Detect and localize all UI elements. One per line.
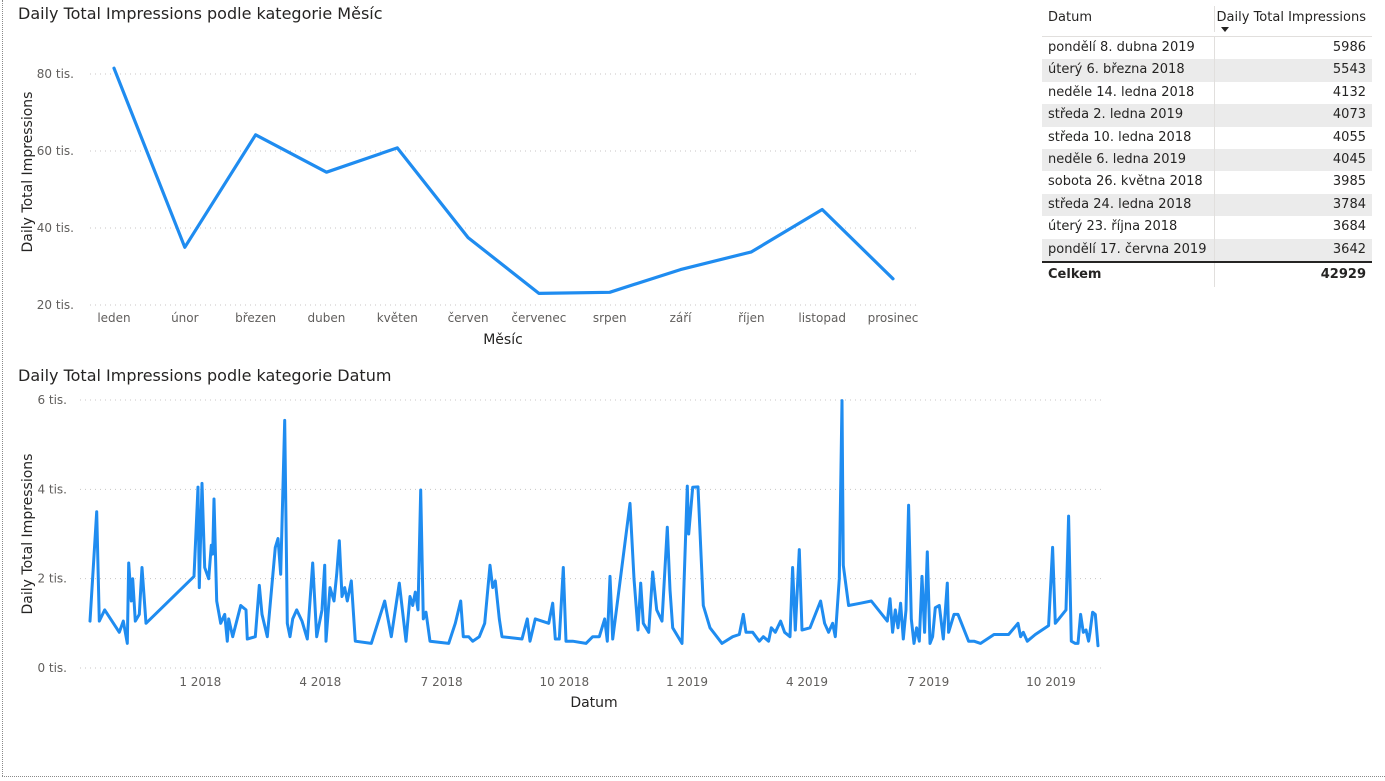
y-tick-label: 0 tis. bbox=[37, 661, 67, 675]
table-body: pondělí 8. dubna 2019 5986 úterý 6. března… bbox=[1042, 37, 1372, 261]
cell-value: 4132 bbox=[1332, 84, 1366, 100]
total-label: Celkem bbox=[1048, 266, 1102, 282]
cell-date: úterý 23. října 2018 bbox=[1048, 219, 1178, 235]
chart-month[interactable]: 80 tis. 60 tis. 40 tis. 20 tis. leden únor bř… bbox=[0, 0, 940, 360]
report-frame-left bbox=[2, 0, 3, 776]
y-tick-label: 20 tis. bbox=[37, 298, 74, 312]
x-tick-label: 1 2018 bbox=[179, 675, 221, 689]
cell-value: 4073 bbox=[1332, 107, 1366, 123]
table-total-row: Celkem 42929 bbox=[1042, 260, 1372, 287]
x-tick-label: květen bbox=[377, 311, 418, 325]
column-separator bbox=[1214, 216, 1215, 239]
table-row[interactable]: středa 10. ledna 2018 4055 bbox=[1042, 126, 1372, 149]
x-tick-label: prosinec bbox=[868, 311, 919, 325]
table-row[interactable]: úterý 23. října 2018 3684 bbox=[1042, 216, 1372, 239]
cell-date: sobota 26. května 2018 bbox=[1048, 174, 1203, 190]
x-tick-label: červenec bbox=[511, 311, 566, 325]
column-header-impressions[interactable]: Daily Total Impressions bbox=[1216, 10, 1366, 25]
column-separator bbox=[1214, 262, 1215, 287]
x-axis-title-mesic: Měsíc bbox=[483, 332, 523, 348]
x-tick-label: 4 2019 bbox=[786, 675, 828, 689]
cell-value: 4045 bbox=[1332, 151, 1366, 167]
series-line-monthly[interactable] bbox=[112, 66, 895, 295]
chart-date[interactable]: 6 tis. 4 tis. 2 tis. 0 tis. 1 2018 4 2018 7 2… bbox=[0, 380, 1120, 720]
cell-value: 3642 bbox=[1332, 241, 1366, 257]
x-tick-label: 10 2018 bbox=[540, 675, 590, 689]
cell-date: pondělí 8. dubna 2019 bbox=[1048, 40, 1195, 55]
x-tick-label: listopad bbox=[798, 311, 846, 325]
table-row[interactable]: pondělí 8. dubna 2019 5986 bbox=[1042, 37, 1372, 60]
table-row[interactable]: neděle 14. ledna 2018 4132 bbox=[1042, 81, 1372, 105]
cell-value: 4055 bbox=[1332, 129, 1366, 145]
table-row[interactable]: pondělí 17. června 2019 3642 bbox=[1042, 238, 1372, 261]
sort-descending-icon bbox=[1221, 27, 1229, 32]
y-tick-label: 80 tis. bbox=[37, 67, 74, 81]
chart-date-title: Daily Total Impressions podle kategorie … bbox=[18, 366, 392, 385]
x-tick-label: říjen bbox=[738, 311, 765, 325]
x-tick-label: 4 2018 bbox=[299, 675, 341, 689]
total-value: 42929 bbox=[1320, 266, 1366, 282]
cell-value: 5543 bbox=[1332, 62, 1366, 78]
column-separator bbox=[1214, 171, 1215, 194]
column-separator bbox=[1214, 193, 1215, 217]
y-tick-label: 40 tis. bbox=[37, 221, 74, 235]
cell-date: středa 2. ledna 2019 bbox=[1048, 107, 1184, 123]
cell-value: 3985 bbox=[1332, 174, 1366, 190]
column-separator bbox=[1214, 37, 1215, 60]
cell-value: 5986 bbox=[1332, 40, 1366, 55]
cell-date: středa 24. ledna 2018 bbox=[1048, 196, 1192, 212]
table-row[interactable]: neděle 6. ledna 2019 4045 bbox=[1042, 148, 1372, 172]
table-row[interactable]: středa 24. ledna 2018 3784 bbox=[1042, 193, 1372, 217]
x-axis-title-datum: Datum bbox=[570, 695, 617, 711]
y-tick-label: 60 tis. bbox=[37, 144, 74, 158]
cell-date: úterý 6. března 2018 bbox=[1048, 62, 1185, 78]
column-separator bbox=[1214, 126, 1215, 149]
report-frame-bottom bbox=[2, 776, 1385, 777]
series-line-daily[interactable] bbox=[88, 399, 1100, 648]
column-separator bbox=[1214, 6, 1215, 32]
x-tick-label: 1 2019 bbox=[666, 675, 708, 689]
x-tick-label: červen bbox=[448, 311, 489, 325]
y-tick-label: 4 tis. bbox=[37, 482, 67, 496]
y-axis-title-monthly: Daily Total Impressions bbox=[20, 92, 36, 253]
column-separator bbox=[1214, 104, 1215, 127]
column-separator bbox=[1214, 81, 1215, 105]
table-header: Datum Daily Total Impressions bbox=[1042, 4, 1372, 37]
x-tick-label: březen bbox=[235, 311, 276, 325]
cell-date: pondělí 17. června 2019 bbox=[1048, 241, 1207, 257]
cell-value: 3784 bbox=[1332, 196, 1366, 212]
column-header-datum[interactable]: Datum bbox=[1048, 10, 1092, 25]
x-tick-label: 10 2019 bbox=[1026, 675, 1076, 689]
x-tick-label: srpen bbox=[593, 311, 627, 325]
x-tick-label: únor bbox=[171, 311, 199, 325]
cell-value: 3684 bbox=[1332, 219, 1366, 235]
table-row[interactable]: sobota 26. května 2018 3985 bbox=[1042, 171, 1372, 194]
top-dates-table[interactable]: Datum Daily Total Impressions pondělí 8.… bbox=[1042, 4, 1372, 287]
x-tick-label: září bbox=[670, 311, 693, 325]
x-tick-label: 7 2019 bbox=[907, 675, 949, 689]
y-tick-label: 6 tis. bbox=[37, 393, 67, 407]
y-axis-title-daily: Daily Total Impressions bbox=[20, 454, 36, 615]
x-tick-label: duben bbox=[308, 311, 346, 325]
table-row[interactable]: středa 2. ledna 2019 4073 bbox=[1042, 104, 1372, 127]
column-separator bbox=[1214, 148, 1215, 172]
column-separator bbox=[1214, 238, 1215, 261]
y-tick-label: 2 tis. bbox=[37, 572, 67, 586]
cell-date: středa 10. ledna 2018 bbox=[1048, 129, 1192, 145]
cell-date: neděle 6. ledna 2019 bbox=[1048, 151, 1187, 167]
column-separator bbox=[1214, 59, 1215, 82]
x-tick-label: 7 2018 bbox=[421, 675, 463, 689]
table-row[interactable]: úterý 6. března 2018 5543 bbox=[1042, 59, 1372, 82]
cell-date: neděle 14. ledna 2018 bbox=[1048, 84, 1195, 100]
x-tick-label: leden bbox=[97, 311, 130, 325]
chart-month-title: Daily Total Impressions podle kategorie … bbox=[18, 4, 383, 23]
